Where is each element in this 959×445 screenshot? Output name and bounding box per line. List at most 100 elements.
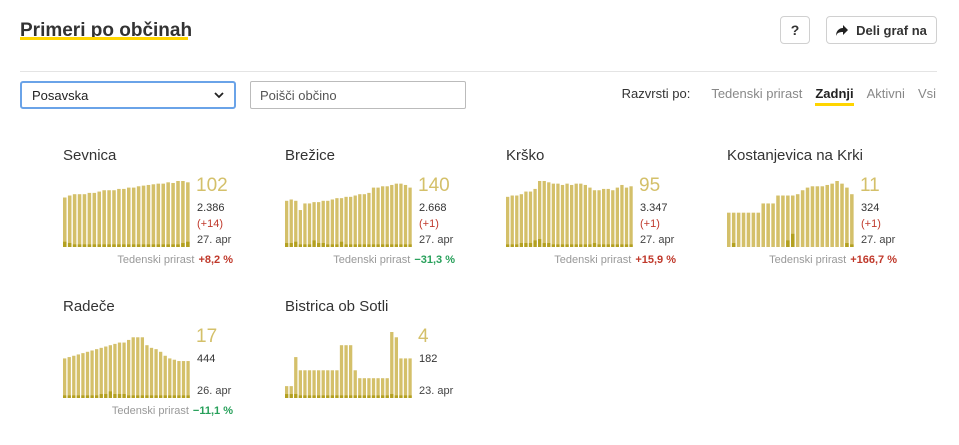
chart-bar	[620, 184, 624, 247]
chart-bar-active	[136, 395, 140, 398]
sort-option-latest[interactable]: Zadnji	[815, 86, 854, 106]
municipality-search-input[interactable]	[250, 81, 466, 109]
latest-value: 95	[639, 175, 661, 196]
chart-bar	[127, 339, 131, 398]
chart-bar	[181, 361, 186, 398]
chart-bar	[624, 187, 629, 247]
municipality-name: Brežice	[285, 147, 336, 164]
municipality-card[interactable]: Kostanjevica na Krki 11 324 (+1) 27. apr Tede…	[727, 147, 927, 277]
share-button[interactable]: Deli graf na	[826, 16, 937, 44]
chart-bar	[756, 212, 761, 247]
chart-bar	[805, 187, 810, 247]
chart-bar	[358, 378, 362, 398]
chart-bar	[72, 355, 76, 398]
chart-bar-active	[385, 244, 389, 247]
chart-bar-active	[177, 395, 181, 398]
chart-bar	[565, 183, 569, 247]
chart-bar-active	[579, 244, 583, 247]
weekly-growth: Tedenski prirast −11,1 %	[112, 405, 233, 417]
date-value: 27. apr	[197, 234, 232, 246]
chart-bar	[294, 200, 298, 247]
municipality-card[interactable]: Krško 95 3.347 (+1) 27. apr Tedenski prirast +…	[506, 147, 706, 277]
sort-option-weekly-growth[interactable]: Tedenski prirast	[711, 86, 803, 101]
chart-bar	[367, 192, 371, 247]
weekly-growth-value: +15,9 %	[635, 254, 676, 266]
chart-bar-active	[127, 395, 131, 398]
chart-bar	[390, 332, 394, 398]
chart-bar	[339, 198, 344, 247]
chart-bar	[76, 354, 80, 398]
total-value: 2.668	[419, 202, 447, 214]
sort-option-active[interactable]: Aktivni	[866, 86, 905, 101]
date-value: 27. apr	[640, 234, 675, 246]
chart-bar-active	[312, 240, 316, 247]
chart-bar-active	[390, 394, 394, 398]
chart-bar	[181, 181, 185, 247]
chart-bar	[131, 337, 135, 398]
municipality-name: Sevnica	[63, 147, 117, 164]
chart-bar-active	[592, 243, 597, 247]
chart-bar	[850, 194, 854, 247]
date-value: 23. apr	[419, 385, 454, 397]
chart-bar-active	[403, 395, 408, 398]
chart-bar	[186, 182, 190, 247]
chart-bar-active	[399, 395, 403, 398]
municipality-card[interactable]: Sevnica 102 2.386 (+14) 27. apr Tedenski prir…	[63, 147, 263, 277]
chart-bar-active	[312, 395, 316, 398]
chart-bar-active	[629, 244, 633, 247]
chart-bar	[556, 183, 560, 247]
chart-bar-active	[367, 395, 371, 398]
chart-bar-active	[117, 394, 122, 398]
municipality-card[interactable]: Bistrica ob Sotli 4 182 23. apr	[285, 298, 485, 428]
chart-bar-active	[298, 244, 302, 247]
chart-bar	[92, 192, 97, 247]
chart-bar	[542, 181, 546, 247]
chart-bar-active	[358, 395, 362, 398]
chart-bar-active	[112, 244, 116, 247]
chart-bar	[385, 186, 389, 247]
chart-bar	[629, 186, 633, 247]
chart-bar	[102, 190, 106, 247]
chart-bar	[845, 187, 849, 247]
chart-bar	[317, 202, 321, 247]
delta-value: (+14)	[197, 218, 223, 230]
weekly-growth-value: −11,1 %	[192, 405, 233, 417]
chart-bar	[335, 198, 339, 247]
sort-option-all[interactable]: Vsi	[917, 86, 936, 101]
municipality-card[interactable]: Brežice 140 2.668 (+1) 27. apr Tedenski prira…	[285, 147, 485, 277]
chart-bar-active	[77, 244, 82, 247]
chart-bar	[815, 186, 820, 247]
chart-bar-active	[362, 395, 366, 398]
chart-bar	[408, 187, 412, 247]
chart-bar-active	[294, 241, 298, 247]
chart-bar	[835, 181, 839, 247]
municipality-bar-chart	[63, 181, 190, 247]
chart-bar	[307, 370, 312, 398]
chart-bar	[149, 347, 154, 398]
chart-bar-active	[330, 395, 334, 398]
chart-bar-active	[108, 391, 112, 398]
total-value: 182	[419, 353, 438, 365]
chart-bar-active	[321, 395, 325, 398]
chart-bar	[376, 378, 380, 398]
chart-bar	[81, 353, 85, 398]
chart-bar-active	[376, 395, 380, 398]
help-button[interactable]: ?	[780, 16, 810, 44]
chart-bar	[353, 195, 357, 247]
chart-bar	[166, 182, 170, 247]
delta-value: (+1)	[640, 218, 660, 230]
municipality-card[interactable]: Radeče 17 444 26. apr Tedenski prirast −11,1 …	[63, 298, 263, 428]
chart-bar	[289, 386, 293, 398]
chart-bar	[136, 337, 140, 398]
region-select[interactable]: Posavska	[20, 81, 236, 109]
municipality-name: Radeče	[63, 298, 115, 315]
chart-bar-active	[399, 244, 403, 247]
chart-bar	[159, 351, 163, 398]
chart-bar	[606, 188, 610, 247]
chart-bar	[156, 183, 161, 247]
chart-bar	[371, 187, 376, 247]
chart-bar	[117, 342, 122, 398]
chart-bar-active	[606, 244, 610, 247]
chart-bar-active	[786, 240, 790, 247]
chart-bar-active	[97, 244, 101, 247]
